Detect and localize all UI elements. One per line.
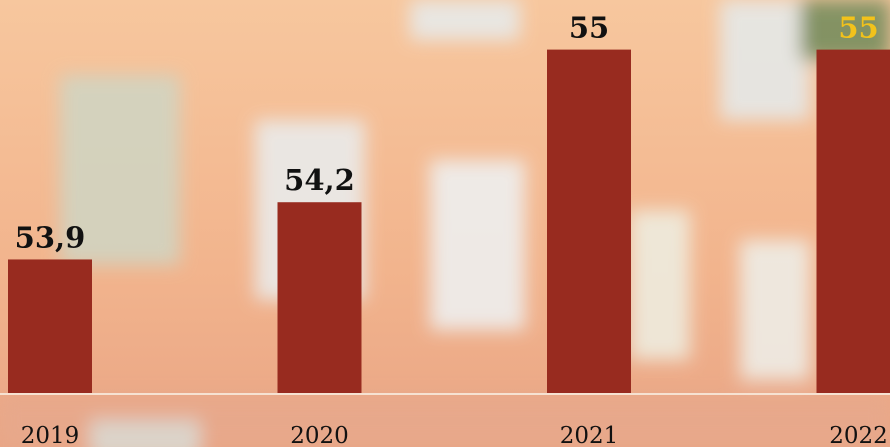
x-tick-label: 2020 [290,423,349,447]
x-tick-label: 2019 [21,423,80,447]
bar [8,259,92,393]
page: 53,9201954,22020552021552022 (() => { co… [0,0,890,447]
bar [278,202,362,393]
value-label: 54,2 [284,163,355,197]
value-label: 55 [569,11,609,45]
value-label: 55 [838,11,878,45]
bar [547,50,631,393]
bar [817,50,890,393]
value-label: 53,9 [15,220,86,254]
background-photo [0,0,890,447]
x-tick-label: 2022 [829,423,888,447]
chart: 53,9 2019 54,2 2020 55 2021 55 2022 [0,0,890,447]
x-tick-label: 2021 [560,423,619,447]
